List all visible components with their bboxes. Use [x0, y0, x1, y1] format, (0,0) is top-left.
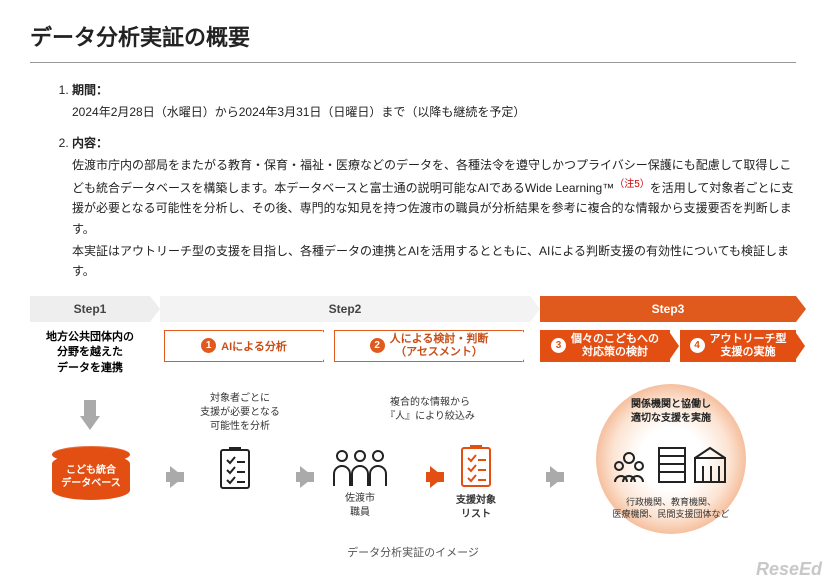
chevron-icon [668, 330, 679, 362]
substep-4-label: アウトリーチ型 支援の実施 [710, 333, 787, 359]
step2-header-label: Step2 [329, 302, 362, 316]
content-body: 佐渡市庁内の部局をまたがる教育・保育・福祉・医療などのデータを、各種法令を遵守し… [72, 155, 796, 281]
checklist-icon [215, 446, 255, 494]
people-icon: 佐渡市 職員 [330, 446, 390, 520]
chevron-icon [796, 296, 806, 322]
substep-num-icon: 4 [690, 338, 705, 353]
substep-2: 2 人による検討・判断 （アセスメント） [334, 330, 524, 362]
circle-title: 関係機関と協働し 適切な支援を実施 [631, 398, 711, 426]
arrow-right-icon [300, 466, 314, 488]
chevron-icon [322, 330, 333, 362]
diagram-caption: データ分析実証のイメージ [30, 544, 796, 560]
database-label: こども統合 データベース [61, 464, 121, 490]
period-label: 期間： [72, 81, 796, 98]
step1-header-label: Step1 [74, 302, 107, 316]
analysis-text: 対象者ごとに 支援が必要となる 可能性を分析 [180, 392, 300, 434]
step2-header: Step2 [160, 296, 530, 322]
filter-text: 複合的な情報から 『人』により絞込み [370, 396, 490, 424]
content-body-3: 本実証はアウトリーチ型の支援を目指し、各種データの連携とAIを活用するとともに、… [72, 241, 796, 282]
substep-3-label: 個々のこどもへの 対応策の検討 [571, 333, 659, 359]
substep-2-label: 人による検討・判断 （アセスメント） [390, 333, 489, 359]
substep-1: 1 AIによる分析 [164, 330, 324, 362]
target-list-icon: 支援対象 リスト [456, 444, 496, 522]
substep-1-label: AIによる分析 [221, 338, 287, 354]
page-root: データ分析実証の概要 期間： 2024年2月28日（水曜日）から2024年3月3… [0, 0, 826, 576]
content-label: 内容： [72, 134, 796, 151]
arrow-right-icon [170, 466, 184, 488]
institutions-icon [611, 432, 731, 492]
period-body: 2024年2月28日（水曜日）から2024年3月31日（日曜日）まで（以降も継続… [72, 102, 796, 122]
page-title: データ分析実証の概要 [30, 20, 796, 63]
outcome-circle: 関係機関と協働し 適切な支援を実施 行政機関、教育機関、 医療機関、民間支援団体… [596, 384, 746, 534]
arrow-right-icon [430, 466, 444, 488]
staff-label: 佐渡市 職員 [345, 492, 375, 520]
arrow-down-icon [80, 416, 100, 430]
chevron-icon [522, 330, 533, 362]
flow-diagram: Step1 Step2 Step3 地方公共団体内の 分野を越えた データを連携… [30, 296, 796, 556]
footnote-link[interactable]: （注5） [614, 179, 650, 190]
circle-subtitle: 行政機関、教育機関、 医療機関、民間支援団体など [612, 496, 729, 521]
content-list: 期間： 2024年2月28日（水曜日）から2024年3月31日（日曜日）まで（以… [30, 81, 796, 282]
section-period: 期間： 2024年2月28日（水曜日）から2024年3月31日（日曜日）まで（以… [72, 81, 796, 122]
watermark-logo: ReseEd [756, 559, 822, 580]
section-content: 内容： 佐渡市庁内の部局をまたがる教育・保育・福祉・医療などのデータを、各種法令… [72, 134, 796, 281]
substep-num-icon: 3 [551, 338, 566, 353]
chevron-icon [530, 296, 540, 322]
substep-4: 4 アウトリーチ型 支援の実施 [680, 330, 796, 362]
step3-header-label: Step3 [652, 302, 685, 316]
substep-num-icon: 1 [201, 338, 216, 353]
substep-3: 3 個々のこどもへの 対応策の検討 [540, 330, 670, 362]
database-icon: こども統合 データベース [52, 454, 130, 500]
target-list-label: 支援対象 リスト [456, 494, 496, 522]
step1-text: 地方公共団体内の 分野を越えた データを連携 [30, 330, 150, 376]
chevron-icon [794, 330, 805, 362]
arrow-right-icon [550, 466, 564, 488]
step1-header: Step1 [30, 296, 150, 322]
substep-num-icon: 2 [370, 338, 385, 353]
chevron-icon [150, 296, 160, 322]
step3-header: Step3 [540, 296, 796, 322]
